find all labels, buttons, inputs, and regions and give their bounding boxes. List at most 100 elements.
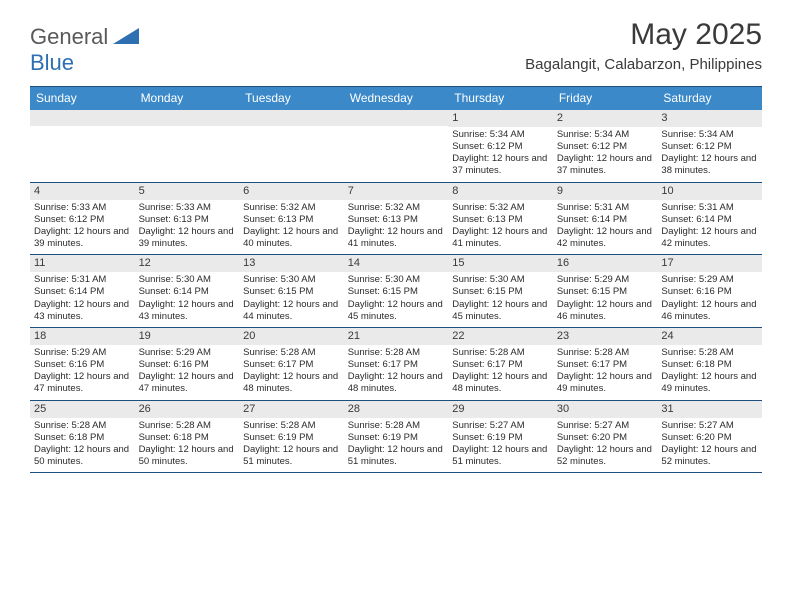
day-number: 5 <box>135 183 240 200</box>
day-body: Sunrise: 5:28 AMSunset: 6:18 PMDaylight:… <box>30 418 135 473</box>
day-number: 14 <box>344 255 449 272</box>
weekday-header: Sunday Monday Tuesday Wednesday Thursday… <box>30 87 762 110</box>
sunset-text: Sunset: 6:14 PM <box>661 214 758 226</box>
day-number: 2 <box>553 110 658 127</box>
day-cell: 28Sunrise: 5:28 AMSunset: 6:19 PMDayligh… <box>344 401 449 473</box>
daylight-text: Daylight: 12 hours and 48 minutes. <box>348 371 445 395</box>
day-number: 24 <box>657 328 762 345</box>
day-number: 27 <box>239 401 344 418</box>
sunset-text: Sunset: 6:20 PM <box>661 432 758 444</box>
sunset-text: Sunset: 6:16 PM <box>34 359 131 371</box>
day-number: 3 <box>657 110 762 127</box>
week-row: 1Sunrise: 5:34 AMSunset: 6:12 PMDaylight… <box>30 110 762 183</box>
sunset-text: Sunset: 6:14 PM <box>557 214 654 226</box>
day-body <box>239 126 344 180</box>
calendar-grid: Sunday Monday Tuesday Wednesday Thursday… <box>30 86 762 473</box>
sunset-text: Sunset: 6:19 PM <box>243 432 340 444</box>
logo-general: General <box>30 24 108 49</box>
sunset-text: Sunset: 6:16 PM <box>139 359 236 371</box>
daylight-text: Daylight: 12 hours and 43 minutes. <box>34 299 131 323</box>
day-body: Sunrise: 5:28 AMSunset: 6:19 PMDaylight:… <box>344 418 449 473</box>
day-number: 9 <box>553 183 658 200</box>
sunrise-text: Sunrise: 5:33 AM <box>34 202 131 214</box>
day-number: 13 <box>239 255 344 272</box>
weekday-mon: Monday <box>135 87 240 110</box>
day-body: Sunrise: 5:27 AMSunset: 6:20 PMDaylight:… <box>657 418 762 473</box>
weekday-thu: Thursday <box>448 87 553 110</box>
sunset-text: Sunset: 6:18 PM <box>34 432 131 444</box>
day-cell: 13Sunrise: 5:30 AMSunset: 6:15 PMDayligh… <box>239 255 344 327</box>
day-body: Sunrise: 5:29 AMSunset: 6:16 PMDaylight:… <box>135 345 240 400</box>
sunrise-text: Sunrise: 5:32 AM <box>348 202 445 214</box>
sunrise-text: Sunrise: 5:29 AM <box>139 347 236 359</box>
day-number: 22 <box>448 328 553 345</box>
day-body: Sunrise: 5:29 AMSunset: 6:16 PMDaylight:… <box>657 272 762 327</box>
day-body: Sunrise: 5:32 AMSunset: 6:13 PMDaylight:… <box>239 200 344 255</box>
day-cell: 31Sunrise: 5:27 AMSunset: 6:20 PMDayligh… <box>657 401 762 473</box>
day-number: 10 <box>657 183 762 200</box>
day-body: Sunrise: 5:27 AMSunset: 6:20 PMDaylight:… <box>553 418 658 473</box>
weeks-container: 1Sunrise: 5:34 AMSunset: 6:12 PMDaylight… <box>30 110 762 473</box>
day-number <box>239 110 344 126</box>
weekday-sat: Saturday <box>657 87 762 110</box>
sunrise-text: Sunrise: 5:28 AM <box>348 420 445 432</box>
daylight-text: Daylight: 12 hours and 52 minutes. <box>557 444 654 468</box>
day-cell <box>239 110 344 182</box>
sunrise-text: Sunrise: 5:32 AM <box>243 202 340 214</box>
day-number: 23 <box>553 328 658 345</box>
day-body: Sunrise: 5:31 AMSunset: 6:14 PMDaylight:… <box>657 200 762 255</box>
sunset-text: Sunset: 6:19 PM <box>348 432 445 444</box>
day-cell: 15Sunrise: 5:30 AMSunset: 6:15 PMDayligh… <box>448 255 553 327</box>
day-number: 8 <box>448 183 553 200</box>
day-number: 19 <box>135 328 240 345</box>
sunrise-text: Sunrise: 5:32 AM <box>452 202 549 214</box>
daylight-text: Daylight: 12 hours and 45 minutes. <box>348 299 445 323</box>
day-cell: 7 Sunrise: 5:32 AMSunset: 6:13 PMDaylight… <box>344 183 449 255</box>
sunset-text: Sunset: 6:13 PM <box>348 214 445 226</box>
sunrise-text: Sunrise: 5:33 AM <box>139 202 236 214</box>
day-cell: 8Sunrise: 5:32 AMSunset: 6:13 PMDaylight… <box>448 183 553 255</box>
day-body: Sunrise: 5:31 AMSunset: 6:14 PMDaylight:… <box>30 272 135 327</box>
sunset-text: Sunset: 6:15 PM <box>243 286 340 298</box>
day-number: 25 <box>30 401 135 418</box>
daylight-text: Daylight: 12 hours and 49 minutes. <box>557 371 654 395</box>
sunrise-text: Sunrise: 5:28 AM <box>348 347 445 359</box>
day-cell: 19Sunrise: 5:29 AMSunset: 6:16 PMDayligh… <box>135 328 240 400</box>
day-cell <box>30 110 135 182</box>
day-number: 12 <box>135 255 240 272</box>
sunrise-text: Sunrise: 5:30 AM <box>243 274 340 286</box>
sunrise-text: Sunrise: 5:28 AM <box>452 347 549 359</box>
sunset-text: Sunset: 6:14 PM <box>139 286 236 298</box>
day-number <box>30 110 135 126</box>
sunrise-text: Sunrise: 5:28 AM <box>34 420 131 432</box>
day-number: 31 <box>657 401 762 418</box>
daylight-text: Daylight: 12 hours and 42 minutes. <box>557 226 654 250</box>
sunset-text: Sunset: 6:12 PM <box>34 214 131 226</box>
day-number: 1 <box>448 110 553 127</box>
day-cell: 20Sunrise: 5:28 AMSunset: 6:17 PMDayligh… <box>239 328 344 400</box>
daylight-text: Daylight: 12 hours and 44 minutes. <box>243 299 340 323</box>
sunset-text: Sunset: 6:12 PM <box>452 141 549 153</box>
sunrise-text: Sunrise: 5:29 AM <box>34 347 131 359</box>
daylight-text: Daylight: 12 hours and 46 minutes. <box>557 299 654 323</box>
day-number: 7 <box>344 183 449 200</box>
daylight-text: Daylight: 12 hours and 50 minutes. <box>34 444 131 468</box>
day-body <box>30 126 135 180</box>
daylight-text: Daylight: 12 hours and 41 minutes. <box>348 226 445 250</box>
day-body: Sunrise: 5:30 AMSunset: 6:15 PMDaylight:… <box>239 272 344 327</box>
sunset-text: Sunset: 6:14 PM <box>34 286 131 298</box>
week-row: 25Sunrise: 5:28 AMSunset: 6:18 PMDayligh… <box>30 401 762 474</box>
sunrise-text: Sunrise: 5:28 AM <box>661 347 758 359</box>
sunset-text: Sunset: 6:15 PM <box>348 286 445 298</box>
day-cell <box>344 110 449 182</box>
daylight-text: Daylight: 12 hours and 39 minutes. <box>139 226 236 250</box>
day-cell: 17Sunrise: 5:29 AMSunset: 6:16 PMDayligh… <box>657 255 762 327</box>
daylight-text: Daylight: 12 hours and 45 minutes. <box>452 299 549 323</box>
logo-triangle-icon <box>113 28 139 49</box>
day-cell: 30Sunrise: 5:27 AMSunset: 6:20 PMDayligh… <box>553 401 658 473</box>
day-body: Sunrise: 5:28 AMSunset: 6:18 PMDaylight:… <box>657 345 762 400</box>
day-cell: 29Sunrise: 5:27 AMSunset: 6:19 PMDayligh… <box>448 401 553 473</box>
sunrise-text: Sunrise: 5:30 AM <box>139 274 236 286</box>
day-number: 11 <box>30 255 135 272</box>
sunset-text: Sunset: 6:17 PM <box>452 359 549 371</box>
